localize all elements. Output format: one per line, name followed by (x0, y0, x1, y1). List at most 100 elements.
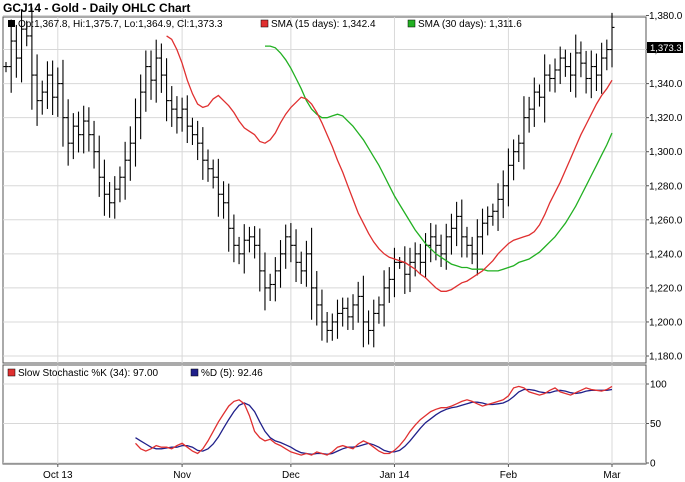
price-tick-label: 1,220.0 (649, 283, 683, 294)
ohlc-bar (288, 223, 294, 263)
ohlc-bar (293, 229, 299, 283)
ohlc-bar (272, 257, 278, 302)
ohlc-bar (101, 159, 107, 216)
sma15-legend-swatch (260, 19, 269, 28)
ohlc-bar (60, 59, 66, 147)
ohlc-bar (29, 7, 35, 110)
ohlc-bar (599, 42, 605, 94)
ohlc-bar (366, 310, 372, 345)
ohlc-bar (55, 67, 61, 117)
ohlc-bar (24, 20, 30, 47)
x-tick-label: Jan 14 (379, 470, 409, 481)
ohlc-bar (169, 86, 175, 127)
ohlc-bar (448, 213, 454, 255)
ohlc-bar (521, 96, 527, 170)
stochastic-panel-frame (2, 364, 647, 465)
price-legend: Op:1,367.8, Hi:1,375.7, Lo:1,364.9, Cl:1… (8, 19, 522, 30)
ohlc-bar (588, 50, 594, 99)
stoch-tick-label: 100 (650, 380, 667, 391)
ohlc-bar (189, 117, 195, 145)
ohlc-bar (314, 271, 320, 326)
ohlc-bar (205, 149, 211, 182)
ohlc-bar (360, 275, 366, 348)
ohlc-bar (309, 227, 315, 320)
ohlc-bar (81, 105, 87, 154)
ohlc-bar (604, 39, 610, 71)
ohlc-bar (391, 247, 397, 298)
ohlc-bar (480, 208, 486, 255)
x-axis-labels: Oct 13 Nov Dec Jan 14 Feb Mar (43, 464, 621, 481)
ohlc-bar (407, 247, 413, 293)
ohlc-bar (44, 61, 50, 109)
price-tick-label: 1,280.0 (649, 181, 683, 192)
last-price-label: 1,373.3 (650, 43, 682, 54)
ohlc-bar (215, 158, 221, 217)
price-panel: 1,180.0 1,200.0 1,220.0 1,240.0 1,260.0 1,280… (2, 7, 683, 364)
ohlc-bar (334, 299, 340, 339)
ohlc-bar (381, 270, 387, 327)
ohlc-bar (324, 311, 330, 343)
ohlc-bar (164, 58, 170, 122)
ohlc-bar (226, 183, 232, 252)
ohlc-bar (428, 223, 434, 263)
ohlc-bar (454, 201, 460, 247)
ohlc-bar (91, 120, 97, 169)
ohlc-bar (568, 52, 574, 92)
ohlc-bar (505, 148, 511, 207)
stoch-d-legend-text: %D (5): 92.46 (201, 368, 263, 379)
price-tick-label: 1,320.0 (649, 113, 683, 124)
stoch-d-line (135, 388, 613, 455)
ohlc-bar (417, 243, 423, 275)
ohlc-bar (283, 224, 289, 269)
price-tick-label: 1,380.0 (649, 11, 683, 22)
ohlc-bar (132, 98, 138, 167)
ohlc-bar (350, 294, 356, 330)
ohlc-bar (138, 74, 144, 140)
ohlc-bar (516, 134, 522, 163)
price-axis-ticks: 1,180.0 1,200.0 1,220.0 1,240.0 1,260.0 1,280… (646, 11, 683, 363)
ohlc-bar (143, 50, 149, 112)
ohlc-bar (542, 54, 548, 123)
x-tick-label: Oct 13 (43, 470, 73, 481)
ohlc-bar (221, 181, 227, 219)
ohlc-bar (397, 256, 403, 269)
ohlc-bar (495, 183, 501, 231)
ohlc-bar (511, 139, 517, 181)
ohlc-bar (122, 141, 128, 200)
ohlc-bar (438, 234, 444, 267)
ohlc-bar (469, 236, 475, 265)
stochastic-axis-ticks: 0 50 100 (646, 380, 667, 470)
ohlc-bar (96, 135, 102, 197)
ohlc-bar (464, 226, 470, 258)
ohlc-bar (236, 236, 242, 265)
ohlc-bar (459, 199, 465, 258)
ohlc-bar (158, 43, 164, 93)
ohlc-bar (552, 58, 558, 93)
last-price-marker: 1,373.3 (647, 42, 683, 54)
ohlc-bar (241, 224, 247, 274)
stoch-d-legend-swatch (190, 368, 199, 377)
price-grid (3, 15, 646, 363)
stoch-k-line (135, 385, 613, 456)
sma30-line (265, 45, 613, 272)
ohlc-bar (345, 297, 351, 330)
ohlc-bar (153, 39, 159, 103)
ohlc-bar (319, 289, 325, 341)
stoch-tick-label: 50 (650, 419, 662, 430)
price-panel-frame (2, 16, 647, 364)
ohlc-bar (536, 84, 542, 107)
price-tick-label: 1,240.0 (649, 249, 683, 260)
x-tick-label: Nov (173, 470, 191, 481)
ohlc-bar (76, 111, 82, 153)
ohlc-bar (70, 113, 76, 160)
ohlc-legend-swatch (8, 20, 15, 27)
ohlc-bar (298, 251, 304, 284)
ohlc-bar (179, 97, 185, 132)
ohlc-bar (557, 46, 563, 85)
ohlc-bar (34, 54, 40, 126)
ohlc-bar (376, 296, 382, 324)
ohlc-bar (526, 96, 532, 133)
ohlc-bar (412, 242, 418, 277)
ohlc-bar (303, 240, 309, 287)
